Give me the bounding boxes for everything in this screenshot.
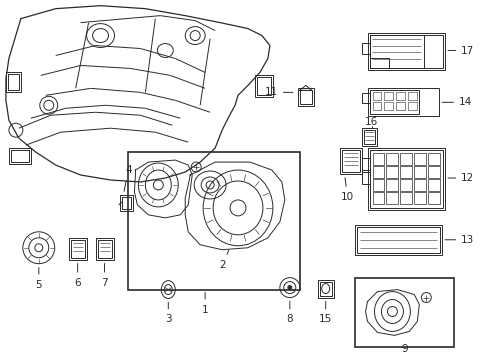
Bar bbox=[361, 128, 377, 146]
Bar bbox=[6, 72, 21, 92]
Bar bbox=[372, 153, 384, 165]
Bar bbox=[317, 280, 333, 298]
Text: 10: 10 bbox=[340, 178, 353, 202]
Text: 16: 16 bbox=[364, 117, 377, 127]
Text: 8: 8 bbox=[286, 301, 292, 324]
Bar bbox=[407, 102, 416, 110]
Bar bbox=[384, 102, 393, 110]
Bar bbox=[427, 166, 439, 178]
Bar bbox=[122, 197, 131, 209]
Bar bbox=[369, 35, 442, 68]
Bar bbox=[341, 150, 359, 172]
Bar bbox=[427, 153, 439, 165]
Bar bbox=[369, 35, 424, 68]
Text: 1: 1 bbox=[202, 292, 208, 315]
Bar bbox=[396, 102, 405, 110]
Bar bbox=[400, 153, 411, 165]
Bar bbox=[128, 152, 299, 289]
Bar bbox=[427, 192, 439, 204]
Bar bbox=[356, 227, 439, 253]
Bar bbox=[367, 148, 444, 210]
Bar bbox=[95, 238, 113, 260]
Text: 11: 11 bbox=[264, 87, 292, 97]
Bar bbox=[372, 92, 381, 100]
Bar bbox=[98, 240, 111, 258]
Bar bbox=[8, 75, 19, 90]
Bar bbox=[361, 172, 369, 184]
Bar bbox=[254, 75, 272, 97]
Bar bbox=[319, 282, 331, 296]
Bar bbox=[367, 88, 438, 116]
Bar bbox=[427, 179, 439, 191]
Bar bbox=[369, 90, 419, 114]
Bar bbox=[369, 58, 388, 68]
Bar bbox=[363, 130, 375, 144]
Text: 9: 9 bbox=[400, 345, 407, 354]
Text: 14: 14 bbox=[441, 97, 471, 107]
Text: 7: 7 bbox=[101, 264, 108, 288]
Bar bbox=[372, 166, 384, 178]
Bar bbox=[361, 158, 369, 170]
Bar bbox=[413, 192, 426, 204]
Text: 6: 6 bbox=[74, 264, 81, 288]
Bar bbox=[299, 90, 311, 104]
Bar bbox=[120, 195, 133, 211]
Bar bbox=[361, 42, 369, 54]
Bar bbox=[386, 179, 398, 191]
Text: 2: 2 bbox=[218, 250, 228, 270]
Bar bbox=[354, 225, 441, 255]
Bar bbox=[400, 192, 411, 204]
Bar bbox=[407, 92, 416, 100]
Bar bbox=[71, 240, 84, 258]
Text: 13: 13 bbox=[444, 235, 473, 245]
Bar bbox=[372, 179, 384, 191]
Text: 4: 4 bbox=[124, 165, 131, 191]
Text: 15: 15 bbox=[318, 301, 332, 324]
Bar bbox=[400, 166, 411, 178]
Bar bbox=[386, 192, 398, 204]
Bar bbox=[68, 238, 86, 260]
Bar bbox=[339, 148, 361, 174]
Bar bbox=[413, 166, 426, 178]
Text: 12: 12 bbox=[447, 173, 473, 183]
Text: 3: 3 bbox=[164, 302, 171, 324]
Bar bbox=[372, 102, 381, 110]
Bar bbox=[386, 153, 398, 165]
Bar bbox=[11, 150, 29, 162]
Bar bbox=[413, 179, 426, 191]
Bar bbox=[384, 92, 393, 100]
Ellipse shape bbox=[287, 285, 291, 289]
Bar bbox=[297, 88, 313, 106]
Bar bbox=[256, 77, 270, 95]
Bar bbox=[9, 148, 31, 164]
Text: 5: 5 bbox=[36, 267, 42, 289]
Bar bbox=[367, 32, 444, 71]
Bar bbox=[354, 278, 453, 347]
Bar bbox=[413, 153, 426, 165]
Bar bbox=[369, 150, 442, 208]
Bar bbox=[361, 93, 369, 103]
Bar bbox=[386, 166, 398, 178]
Text: 17: 17 bbox=[447, 45, 473, 55]
Bar bbox=[400, 179, 411, 191]
Bar bbox=[396, 92, 405, 100]
Bar bbox=[372, 192, 384, 204]
